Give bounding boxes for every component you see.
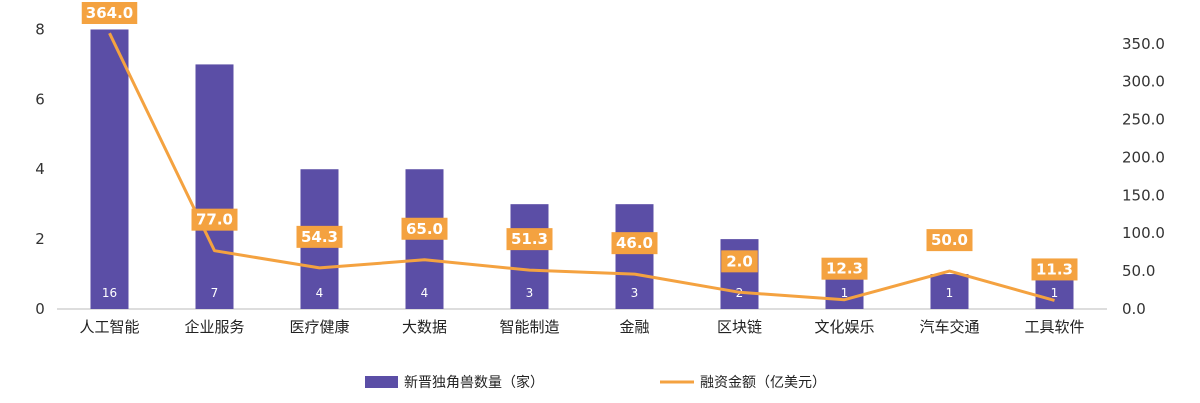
- line-label-text: 54.3: [301, 228, 338, 246]
- legend-bar-swatch: [365, 376, 398, 388]
- left-axis: 0 2 4 6 8: [35, 20, 45, 318]
- line-label-box: [81, 2, 138, 24]
- category-label: 金融: [619, 318, 649, 336]
- line-value-label: 77.0: [191, 208, 238, 231]
- category-label: 医疗健康: [289, 318, 349, 336]
- line-value-label: 2.0: [721, 250, 758, 273]
- category-label: 区块链: [717, 318, 762, 336]
- line-label-box: [401, 217, 448, 240]
- line-label-text: 65.0: [406, 220, 443, 238]
- bar-value-label: 4: [316, 286, 324, 300]
- legend-bar-label: 新晋独角兽数量（家）: [404, 374, 544, 391]
- bar-value-label: 16: [102, 286, 117, 300]
- bar-value-label: 4: [421, 286, 429, 300]
- bar-value-label: 1: [841, 286, 849, 300]
- category-label: 智能制造: [499, 318, 559, 336]
- left-tick-label: 0: [35, 300, 45, 318]
- line-label-box: [506, 228, 553, 251]
- bar-value-label: 1: [1051, 286, 1059, 300]
- line-label-text: 51.3: [511, 230, 548, 248]
- bar: [930, 274, 969, 309]
- line-label-text: 11.3: [1036, 260, 1073, 278]
- left-tick-label: 8: [35, 20, 45, 38]
- left-tick-label: 6: [35, 90, 45, 108]
- bar: [90, 29, 129, 310]
- line-value-label: 50.0: [926, 229, 973, 252]
- line-label-text: 77.0: [196, 211, 233, 229]
- left-tick-label: 4: [35, 160, 45, 178]
- line-label-box: [1031, 258, 1078, 281]
- line-label-box: [191, 208, 238, 231]
- bar: [195, 64, 234, 309]
- line-label-text: 46.0: [616, 234, 653, 252]
- line-label-box: [611, 232, 658, 255]
- line-label-text: 50.0: [931, 231, 968, 249]
- bar-labels: 16 7 4 4 3 3 2 1 1 1: [102, 286, 1058, 300]
- bar-value-label: 1: [946, 286, 954, 300]
- legend: 新晋独角兽数量（家） 融资金额（亿美元）: [365, 374, 826, 391]
- bar: [615, 204, 654, 309]
- left-tick-label: 2: [35, 230, 45, 248]
- category-label: 汽车交通: [919, 318, 979, 336]
- bar-value-label: 3: [526, 286, 534, 300]
- right-tick-label: 200.0: [1122, 148, 1165, 166]
- category-label: 文化娱乐: [814, 318, 874, 336]
- line-value-label: 11.3: [1031, 258, 1078, 281]
- bar: [510, 204, 549, 309]
- line-labels: 364.0 77.0 54.3 65.0 51.3 46.0 2.0 12.3 50.0 11.3: [81, 2, 1078, 281]
- category-label: 企业服务: [184, 318, 244, 336]
- line-label-box: [296, 225, 343, 248]
- line-series: [108, 32, 1055, 302]
- category-label: 工具软件: [1024, 318, 1084, 336]
- bar-value-label: 3: [631, 286, 639, 300]
- right-tick-label: 50.0: [1122, 262, 1155, 280]
- right-tick-label: 150.0: [1122, 186, 1165, 204]
- category-label: 人工智能: [79, 318, 139, 336]
- line-label-box: [821, 257, 868, 280]
- line-value-label: 65.0: [401, 217, 448, 240]
- right-tick-label: 0.0: [1122, 300, 1146, 318]
- line-label-box: [721, 250, 758, 273]
- line-label-text: 12.3: [826, 260, 863, 278]
- x-axis-categories: 人工智能 企业服务 医疗健康 大数据 智能制造 金融 区块链 文化娱乐 汽车交通 工具软件: [79, 318, 1084, 336]
- legend-line-label: 融资金额（亿美元）: [700, 375, 826, 391]
- right-tick-label: 250.0: [1122, 111, 1165, 129]
- line-label-box: [926, 229, 973, 252]
- bar-series: [90, 29, 1074, 310]
- bar: [825, 274, 864, 309]
- line-value-label: 12.3: [821, 257, 868, 280]
- right-tick-label: 350.0: [1122, 35, 1165, 53]
- line-label-text: 2.0: [726, 252, 753, 270]
- line-value-label: 51.3: [506, 228, 553, 251]
- line-value-label: 54.3: [296, 225, 343, 248]
- right-tick-label: 100.0: [1122, 224, 1165, 242]
- line-value-label: 364.0: [81, 2, 138, 24]
- line-label-text: 364.0: [86, 4, 133, 22]
- category-label: 大数据: [402, 318, 447, 336]
- bar-value-label: 7: [211, 286, 219, 300]
- right-tick-label: 300.0: [1122, 73, 1165, 91]
- line-value-label: 46.0: [611, 232, 658, 255]
- right-axis: 0.0 50.0 100.0 150.0 200.0 250.0 300.0 350.0: [1122, 35, 1165, 318]
